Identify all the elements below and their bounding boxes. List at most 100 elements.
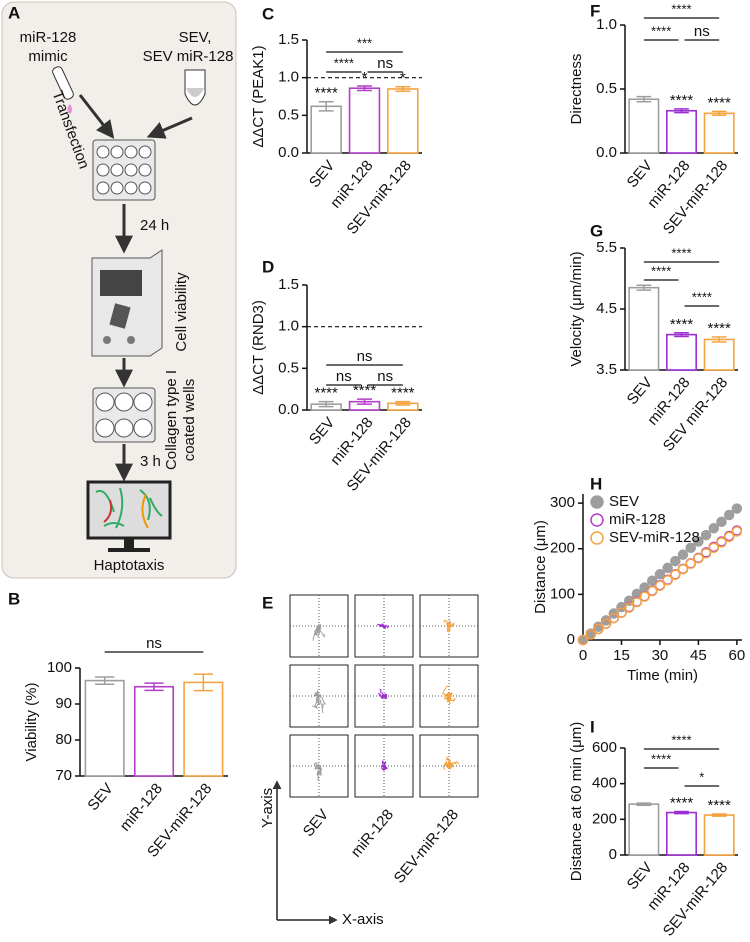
column-label: SEV-miR-128: [391, 806, 462, 887]
data-point: [685, 542, 696, 554]
sev-label: SEV,: [179, 29, 212, 46]
y-tick-label: 1.0: [596, 16, 617, 33]
bar-annotation: ****: [670, 316, 694, 333]
error-bar: [395, 85, 411, 92]
bar-annotation: ****: [314, 85, 338, 102]
column-label: miR-128: [348, 806, 397, 860]
bar: [387, 88, 419, 154]
data-point: [693, 536, 704, 547]
data-point: [639, 591, 650, 602]
bar-annotation: ****: [353, 382, 377, 399]
trajectory: [316, 695, 321, 705]
y-tick-label: 0.0: [278, 144, 299, 161]
y-tick-label: 0.5: [596, 80, 617, 97]
panel-letter: D: [262, 257, 274, 276]
data-point: [616, 607, 627, 618]
y-tick-label: 1.5: [278, 276, 299, 293]
trajectory: [442, 760, 450, 770]
data-point: [577, 634, 589, 646]
significance-label: ****: [671, 245, 691, 260]
data-point: [654, 569, 666, 580]
trajectory: [318, 623, 326, 638]
y-axis-title: Viability (%): [23, 683, 40, 762]
data-point: [600, 615, 612, 626]
panel-letter: C: [262, 4, 274, 23]
y-tick-label: 1.5: [278, 31, 299, 48]
x-tick-label: miR-128: [117, 780, 166, 834]
data-point: [708, 522, 720, 534]
y-tick-label: 90: [55, 695, 72, 712]
panel-letter: A: [8, 3, 20, 22]
data-point: [631, 596, 643, 608]
significance-label: ****: [651, 263, 671, 278]
trajectory: [383, 695, 388, 700]
y-tick-label: 0: [567, 631, 575, 648]
data-point: [677, 564, 689, 575]
coating-label: Collagen type I: [163, 370, 180, 470]
bar: [703, 814, 735, 856]
bar: [666, 811, 697, 856]
bar-annotation: ****: [707, 797, 731, 814]
bar-annotation: ****: [707, 320, 731, 337]
data-point: [700, 548, 712, 559]
error-bar: [318, 400, 334, 408]
y-tick-label: 100: [550, 585, 575, 602]
x-tick-label: 45: [690, 647, 707, 664]
x-tick-label: SEV: [84, 780, 116, 814]
error-bar: [636, 284, 652, 291]
trajectory: [313, 762, 320, 769]
y-tick-label: 4.5: [596, 300, 617, 317]
data-point: [585, 629, 596, 640]
trajectory: [447, 695, 452, 701]
error-bar: [636, 95, 652, 103]
y-tick-label: 80: [55, 731, 72, 748]
trajectory: [381, 765, 386, 771]
x-tick-label: 15: [613, 647, 630, 664]
y-tick-label: 200: [550, 540, 575, 557]
error-bar: [318, 101, 334, 112]
data-point: [608, 612, 620, 624]
bar: [628, 286, 660, 371]
x-tick-label: SEV: [306, 414, 338, 448]
data-point: [593, 623, 604, 635]
data-point: [646, 575, 658, 586]
time-label: 24 h: [140, 217, 169, 234]
legend-marker: [590, 495, 604, 509]
x-tick-label: 60: [729, 647, 746, 664]
legend-marker: [590, 531, 604, 545]
bar-annotation: *: [362, 69, 368, 86]
data-point: [723, 509, 735, 521]
trajectory: [313, 691, 320, 697]
data-point: [700, 529, 712, 541]
y-axis-title: Velocity (μm/min): [568, 251, 585, 366]
y-tick-label: 200: [592, 810, 617, 827]
trajectory: [380, 622, 385, 628]
data-point: [600, 618, 612, 629]
panel-letter: G: [590, 221, 603, 240]
trajectory: [316, 625, 320, 638]
x-tick-label: SEV: [306, 157, 338, 191]
y-axis-title: ΔΔCT (RND3): [250, 300, 267, 395]
tube-icon: [52, 66, 206, 114]
legend-label: SEV-miR-128: [609, 529, 700, 546]
y-tick-label: 1.0: [278, 318, 299, 335]
trajectory: [446, 623, 453, 628]
monitor-icon: [86, 480, 172, 552]
panel-letter: F: [590, 1, 600, 20]
y-tick-label: 0.5: [278, 106, 299, 123]
data-point: [616, 601, 627, 613]
y-axis-title: Distance (μm): [532, 520, 549, 614]
data-point: [731, 503, 743, 514]
error-bar: [144, 682, 164, 692]
x-tick-label: SEV: [624, 859, 656, 893]
well-plate-12: [92, 139, 156, 201]
trajectory: [446, 624, 452, 633]
y-axis-title: Distance at 60 min (μm): [568, 722, 585, 882]
error-bar: [711, 110, 727, 116]
trajectory: [318, 695, 324, 714]
y-tick-label: 400: [592, 775, 617, 792]
bar-annotation: ****: [314, 385, 338, 402]
error-bar: [357, 85, 372, 92]
